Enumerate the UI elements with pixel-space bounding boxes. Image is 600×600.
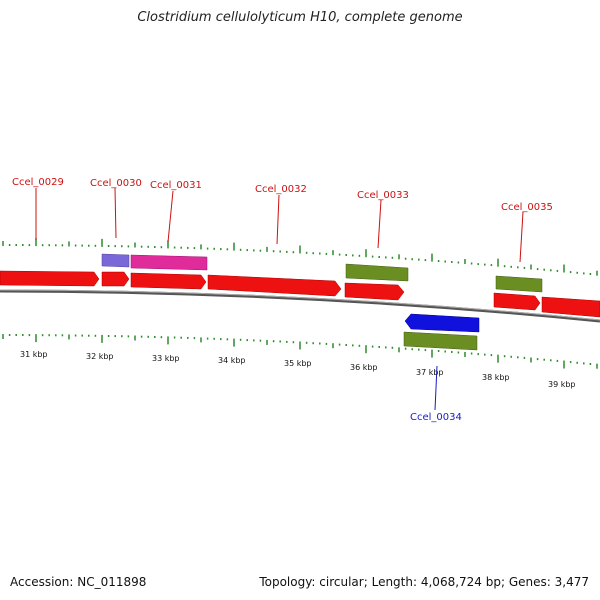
cds-arrow-ccel-0034[interactable] bbox=[404, 313, 480, 333]
gene-label-ccel-0033[interactable]: Ccel_0033 bbox=[357, 190, 409, 201]
scale-label-32kbp: 32 kbp bbox=[86, 352, 114, 361]
genome-backbone bbox=[0, 289, 600, 323]
accession-label: Accession: bbox=[10, 575, 74, 589]
genes-label: Genes: bbox=[508, 575, 551, 589]
cds-arrow-next[interactable] bbox=[541, 296, 600, 318]
leader-ccel-0033 bbox=[377, 199, 382, 249]
genes-value: 3,477 bbox=[554, 575, 589, 589]
leader-ccel-0035 bbox=[519, 211, 524, 263]
feature-box-ccel-0030[interactable] bbox=[101, 253, 130, 268]
leader-ccel-0034 bbox=[434, 365, 438, 411]
cds-arrow-ccel-0033[interactable] bbox=[344, 282, 405, 301]
gene-label-ccel-0035[interactable]: Ccel_0035 bbox=[501, 202, 553, 213]
length-label: Length: bbox=[371, 575, 418, 589]
gene-label-ccel-0029[interactable]: Ccel_0029 bbox=[12, 177, 64, 188]
feature-box-ccel-0033[interactable] bbox=[345, 263, 409, 282]
cds-arrow-ccel-0031[interactable] bbox=[130, 272, 207, 290]
gene-label-ccel-0031[interactable]: Ccel_0031 bbox=[150, 180, 202, 191]
scale-label-39kbp: 39 kbp bbox=[548, 380, 576, 389]
scale-labels: 31 kbp 32 kbp 33 kbp 34 kbp 35 kbp 36 kb… bbox=[20, 350, 576, 389]
scale-label-38kbp: 38 kbp bbox=[482, 373, 510, 382]
gene-label-ccel-0032[interactable]: Ccel_0032 bbox=[255, 184, 307, 195]
cds-arrow-ccel-0030[interactable] bbox=[101, 271, 130, 287]
scale-label-37kbp: 37 kbp bbox=[416, 368, 444, 377]
gene-label-ccel-0030[interactable]: Ccel_0030 bbox=[90, 178, 142, 189]
scale-label-34kbp: 34 kbp bbox=[218, 356, 246, 365]
cds-arrow-ccel-0032[interactable] bbox=[207, 274, 342, 297]
topology-label: Topology: bbox=[259, 575, 316, 589]
scale-label-36kbp: 36 kbp bbox=[350, 363, 378, 372]
genome-backbone-highlight bbox=[0, 289, 600, 321]
accession-value: NC_011898 bbox=[77, 575, 147, 589]
cds-arrow-ccel-0029[interactable] bbox=[0, 270, 100, 287]
footer-genome-info: Topology: circular; Length: 4,068,724 bp… bbox=[259, 575, 589, 589]
feature-box-ccel-0031[interactable] bbox=[130, 254, 208, 271]
gene-labels: Ccel_0029 Ccel_0030 Ccel_0031 Ccel_0032 … bbox=[12, 177, 553, 423]
feature-track-upper bbox=[101, 253, 543, 293]
feature-box-ccel-0034[interactable] bbox=[403, 331, 478, 351]
upper-tick-row bbox=[2, 238, 598, 276]
scale-label-35kbp: 35 kbp bbox=[284, 359, 312, 368]
cds-arrow-ccel-0035[interactable] bbox=[493, 292, 541, 311]
footer-accession: Accession: NC_011898 bbox=[10, 575, 146, 589]
map-title: Clostridium cellulolyticum H10, complete… bbox=[137, 10, 463, 25]
reverse-cds-track bbox=[403, 313, 480, 351]
forward-cds-track bbox=[0, 270, 600, 318]
length-value: 4,068,724 bp bbox=[420, 575, 501, 589]
lower-tick-row bbox=[2, 334, 598, 369]
leader-ccel-0032 bbox=[276, 194, 280, 245]
feature-box-ccel-0035[interactable] bbox=[495, 275, 543, 293]
gene-label-ccel-0034[interactable]: Ccel_0034 bbox=[410, 412, 462, 423]
leader-ccel-0030 bbox=[114, 187, 117, 239]
scale-label-33kbp: 33 kbp bbox=[152, 354, 180, 363]
scale-label-31kbp: 31 kbp bbox=[20, 350, 48, 359]
topology-value: circular bbox=[319, 575, 364, 589]
leader-ccel-0031 bbox=[167, 190, 174, 243]
gene-label-leaders bbox=[35, 187, 524, 411]
